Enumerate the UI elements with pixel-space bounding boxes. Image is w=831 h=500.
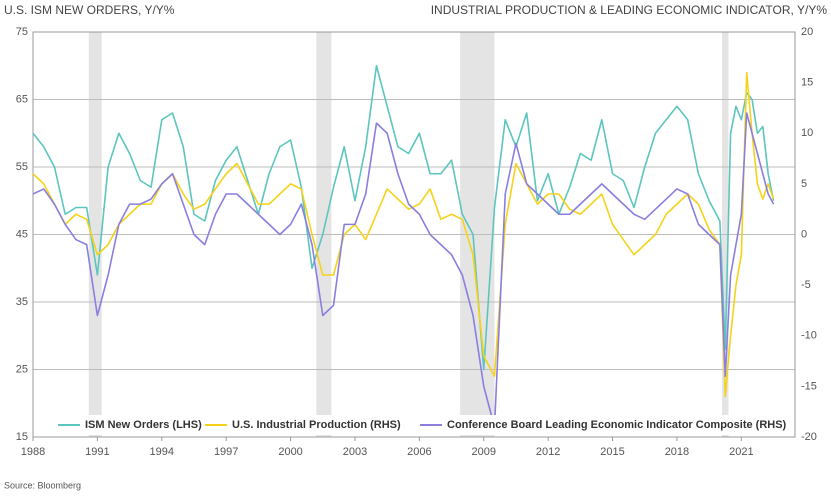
y-tick-label: 65 <box>16 93 28 105</box>
y2-tick-label: -10 <box>801 330 817 342</box>
y-tick-label: 45 <box>16 228 28 240</box>
source: Source: Bloomberg <box>4 480 81 490</box>
y-tick-label: 15 <box>16 431 28 443</box>
x-tick-label: 2006 <box>407 446 431 458</box>
y2-tick-label: 5 <box>801 178 807 190</box>
legend-label: ISM New Orders (LHS) <box>85 419 202 431</box>
chart-title: U.S. ISM NEW ORDERS, Y/Y% <box>4 3 175 17</box>
x-tick-label: 2009 <box>472 446 496 458</box>
chart-title-right: INDUSTRIAL PRODUCTION & LEADING ECONOMIC… <box>431 3 828 17</box>
x-tick-label: 1997 <box>214 446 238 458</box>
y-tick-label: 35 <box>16 296 28 308</box>
series-line <box>32 64 775 371</box>
y2-tick-label: 0 <box>801 228 807 240</box>
y-tick-label: 75 <box>16 26 28 38</box>
x-tick-label: 1988 <box>21 446 45 458</box>
x-tick-label: 1994 <box>150 446 174 458</box>
x-tick-label: 2003 <box>343 446 367 458</box>
legend-box <box>50 415 780 435</box>
y2-tick-label: 15 <box>801 77 813 89</box>
plot-frame <box>32 31 796 438</box>
y2-tick-label: 10 <box>801 127 813 139</box>
y-tick-label: 55 <box>16 161 28 173</box>
y-tick-label: 25 <box>16 363 28 375</box>
series-line <box>32 112 775 428</box>
x-tick-label: 2021 <box>729 446 753 458</box>
legend-label: U.S. Industrial Production (RHS) <box>232 419 401 431</box>
x-tick-label: 2012 <box>536 446 560 458</box>
x-tick-label: 2018 <box>665 446 689 458</box>
x-tick-label: 2000 <box>278 446 302 458</box>
legend-label: Conference Board Leading Economic Indica… <box>447 419 787 431</box>
y2-tick-label: -15 <box>801 380 817 392</box>
y2-tick-label: 20 <box>801 26 813 38</box>
x-tick-label: 1991 <box>85 446 109 458</box>
y2-tick-label: -20 <box>801 431 817 443</box>
x-tick-label: 2015 <box>600 446 624 458</box>
y2-tick-label: -5 <box>801 279 811 291</box>
